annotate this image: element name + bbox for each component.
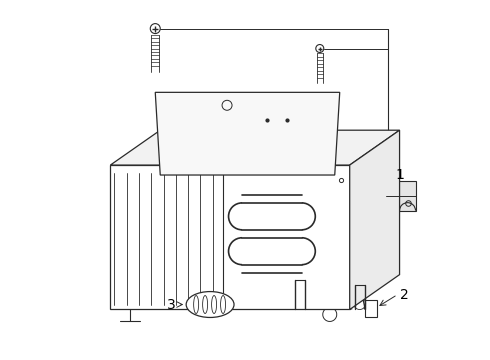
Polygon shape (155, 92, 340, 175)
Bar (335, 165, 341, 185)
Bar (290, 157, 312, 165)
Bar (365, 300, 377, 318)
Ellipse shape (186, 292, 234, 318)
Polygon shape (350, 130, 399, 310)
Bar (243, 177, 255, 203)
Bar (397, 181, 416, 211)
Text: 2: 2 (399, 288, 408, 302)
Bar (160, 175, 335, 205)
Text: 3: 3 (167, 297, 175, 311)
Bar (150, 157, 172, 165)
Text: 1: 1 (395, 168, 404, 182)
Circle shape (150, 24, 160, 33)
Bar (220, 157, 242, 165)
Polygon shape (110, 130, 399, 165)
Bar (268, 177, 280, 203)
Bar (293, 177, 305, 203)
Circle shape (316, 45, 324, 53)
Bar (218, 177, 230, 203)
Bar (193, 177, 205, 203)
Polygon shape (110, 165, 350, 310)
Bar (225, 244, 302, 300)
Bar (168, 177, 180, 203)
